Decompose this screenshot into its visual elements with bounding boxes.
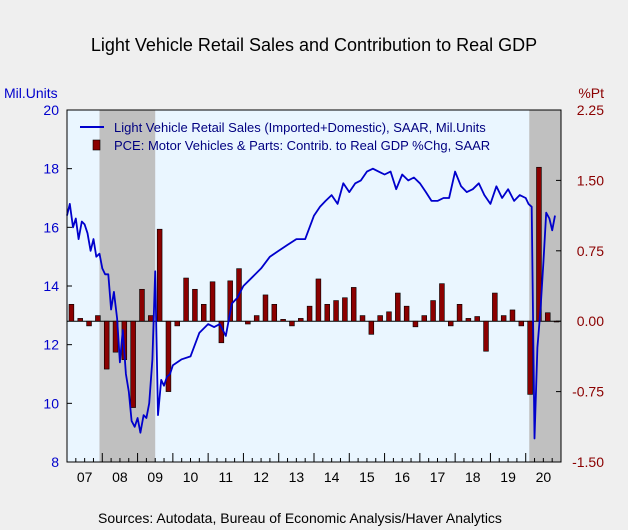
bar-7 [130,320,136,408]
right-tick-label-3: 0.75 [577,243,604,259]
x-tick-label-10: 10 [183,469,199,485]
bar-40 [421,315,427,322]
x-tick-label-07: 07 [77,469,93,485]
bar-26 [298,318,304,322]
left-tick-label-4: 16 [43,219,59,235]
chart-title: Light Vehicle Retail Sales and Contribut… [91,35,537,55]
bar-32 [350,287,357,322]
bar-25 [289,320,295,327]
bar-27 [306,305,313,322]
bar-3 [95,315,101,322]
left-tick-label-6: 20 [43,102,59,118]
right-tick-label-5: 2.25 [577,102,604,118]
right-tick-label-2: 0.00 [577,313,604,329]
bar-45 [465,318,472,322]
bar-37 [395,292,401,322]
x-tick-label-08: 08 [112,469,128,485]
bar-46 [474,316,480,322]
bar-52 [527,320,533,395]
right-tick-label-1: -0.75 [572,384,604,400]
bar-41 [430,300,436,322]
legend-label-sales: Light Vehicle Retail Sales (Imported+Dom… [114,120,486,135]
x-tick-label-13: 13 [289,469,305,485]
x-tick-label-19: 19 [500,469,516,485]
x-tick-label-09: 09 [147,469,163,485]
bar-10 [156,228,163,322]
bar-54 [545,312,551,322]
left-tick-label-1: 10 [43,395,59,411]
x-tick-label-18: 18 [465,469,481,485]
x-tick-label-16: 16 [394,469,410,485]
bar-11 [165,320,172,392]
bar-36 [386,311,392,322]
bar-2 [86,320,92,327]
bar-29 [324,304,330,322]
bar-28 [315,278,322,322]
right-tick-label-4: 1.50 [577,172,604,188]
bar-51 [518,320,525,327]
bar-23 [271,304,278,322]
left-tick-label-2: 12 [43,337,59,353]
bar-1 [77,318,83,322]
bar-0 [68,304,75,322]
bar-38 [403,305,410,322]
x-tick-label-14: 14 [324,469,340,485]
left-tick-label-5: 18 [43,161,59,177]
bar-14 [192,288,198,322]
bar-12 [174,320,180,327]
bar-15 [201,304,207,322]
bar-16 [209,281,216,322]
left-axis-label: Mil.Units [4,85,58,101]
bar-30 [333,300,339,322]
bar-44 [456,304,463,322]
bar-22 [262,294,269,322]
bar-18 [227,280,233,322]
recession-band-0 [99,110,156,462]
bar-39 [412,320,419,328]
bar-20 [245,320,251,325]
left-tick-label-3: 14 [43,278,59,294]
bar-31 [342,297,348,322]
bar-21 [253,315,260,322]
footer-sources: Sources: Autodata, Bureau of Economic An… [98,510,502,526]
bar-8 [139,288,145,322]
right-tick-label-0: -1.50 [572,454,604,470]
x-tick-label-15: 15 [359,469,375,485]
legend-label-pce: PCE: Motor Vehicles & Parts: Contrib. to… [114,138,490,153]
x-tick-label-20: 20 [536,469,552,485]
bar-35 [377,315,383,322]
bar-50 [509,309,516,322]
bar-43 [448,320,454,327]
right-axis-label: %Pt [578,85,604,101]
left-tick-label-0: 8 [51,454,59,470]
bar-42 [439,283,445,322]
bar-47 [483,320,489,352]
bar-13 [183,277,189,322]
bar-24 [280,319,286,322]
x-tick-label-11: 11 [219,469,234,485]
bar-34 [368,320,375,335]
sales-line [66,167,556,440]
bar-48 [492,292,498,322]
legend: Light Vehicle Retail Sales (Imported+Dom… [80,120,490,153]
x-tick-label-12: 12 [253,469,269,485]
bar-49 [500,315,507,322]
x-tick-label-17: 17 [430,469,446,485]
plot-area: 8 10 12 14 16 18 20 -1.50 -0.75 0.00 0.75 1.50 2.25 0… [43,102,604,485]
bar-4 [103,320,110,370]
legend-bar-swatch [92,139,101,151]
bar-33 [359,315,366,322]
bar-9 [148,315,154,322]
